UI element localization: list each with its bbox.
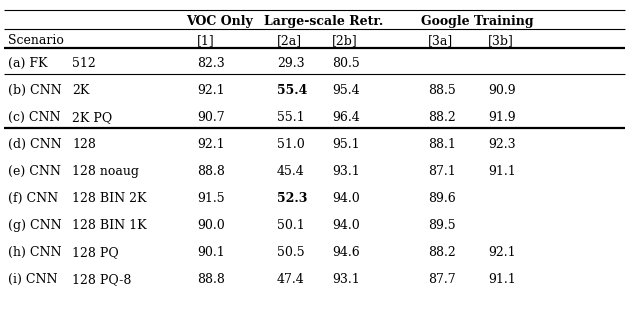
Text: (g) CNN: (g) CNN (8, 219, 61, 232)
Text: 80.5: 80.5 (332, 57, 360, 70)
Text: Google Training: Google Training (420, 15, 533, 28)
Text: (b) CNN: (b) CNN (8, 84, 61, 97)
Text: 51.0: 51.0 (277, 138, 305, 151)
Text: 2K PQ: 2K PQ (72, 111, 112, 124)
Text: 94.0: 94.0 (332, 192, 360, 205)
Text: 128 BIN 1K: 128 BIN 1K (72, 219, 147, 232)
Text: 29.3: 29.3 (277, 57, 305, 70)
Text: Scenario: Scenario (8, 34, 64, 47)
Text: [2b]: [2b] (332, 34, 358, 47)
Text: [1]: [1] (197, 34, 215, 47)
Text: 128 PQ-8: 128 PQ-8 (72, 273, 131, 286)
Text: 92.3: 92.3 (488, 138, 516, 151)
Text: 128 PQ: 128 PQ (72, 246, 119, 259)
Text: 88.2: 88.2 (428, 246, 456, 259)
Text: 94.0: 94.0 (332, 219, 360, 232)
Text: 93.1: 93.1 (332, 273, 360, 286)
Text: 88.5: 88.5 (428, 84, 456, 97)
Text: 82.3: 82.3 (197, 57, 225, 70)
Text: 88.2: 88.2 (428, 111, 456, 124)
Text: 55.4: 55.4 (277, 84, 307, 97)
Text: 89.6: 89.6 (428, 192, 456, 205)
Text: 128 BIN 2K: 128 BIN 2K (72, 192, 147, 205)
Text: Large-scale Retr.: Large-scale Retr. (264, 15, 383, 28)
Text: 87.1: 87.1 (428, 165, 456, 178)
Text: (i) CNN: (i) CNN (8, 273, 58, 286)
Text: 45.4: 45.4 (277, 165, 305, 178)
Text: (d) CNN: (d) CNN (8, 138, 61, 151)
Text: 93.1: 93.1 (332, 165, 360, 178)
Text: 92.1: 92.1 (197, 84, 225, 97)
Text: 90.1: 90.1 (197, 246, 225, 259)
Text: 89.5: 89.5 (428, 219, 456, 232)
Text: (a) FK: (a) FK (8, 57, 47, 70)
Text: VOC Only: VOC Only (186, 15, 252, 28)
Text: 94.6: 94.6 (332, 246, 360, 259)
Text: (c) CNN: (c) CNN (8, 111, 61, 124)
Text: (f) CNN: (f) CNN (8, 192, 58, 205)
Text: 87.7: 87.7 (428, 273, 456, 286)
Text: 50.1: 50.1 (277, 219, 305, 232)
Text: 88.8: 88.8 (197, 273, 225, 286)
Text: 95.4: 95.4 (332, 84, 360, 97)
Text: 91.5: 91.5 (197, 192, 225, 205)
Text: [2a]: [2a] (277, 34, 302, 47)
Text: [3a]: [3a] (428, 34, 453, 47)
Text: 50.5: 50.5 (277, 246, 305, 259)
Text: 95.1: 95.1 (332, 138, 360, 151)
Text: 128 noaug: 128 noaug (72, 165, 139, 178)
Text: 90.0: 90.0 (197, 219, 225, 232)
Text: 91.1: 91.1 (488, 273, 516, 286)
Text: 91.9: 91.9 (488, 111, 516, 124)
Text: (e) CNN: (e) CNN (8, 165, 61, 178)
Text: 52.3: 52.3 (277, 192, 307, 205)
Text: 96.4: 96.4 (332, 111, 360, 124)
Text: 92.1: 92.1 (197, 138, 225, 151)
Text: 88.1: 88.1 (428, 138, 456, 151)
Text: 2K: 2K (72, 84, 90, 97)
Text: 128: 128 (72, 138, 96, 151)
Text: 90.7: 90.7 (197, 111, 225, 124)
Text: 88.8: 88.8 (197, 165, 225, 178)
Text: 55.1: 55.1 (277, 111, 305, 124)
Text: 91.1: 91.1 (488, 165, 516, 178)
Text: (h) CNN: (h) CNN (8, 246, 61, 259)
Text: 512: 512 (72, 57, 96, 70)
Text: 92.1: 92.1 (488, 246, 516, 259)
Text: [3b]: [3b] (488, 34, 514, 47)
Text: 90.9: 90.9 (488, 84, 516, 97)
Text: 47.4: 47.4 (277, 273, 305, 286)
